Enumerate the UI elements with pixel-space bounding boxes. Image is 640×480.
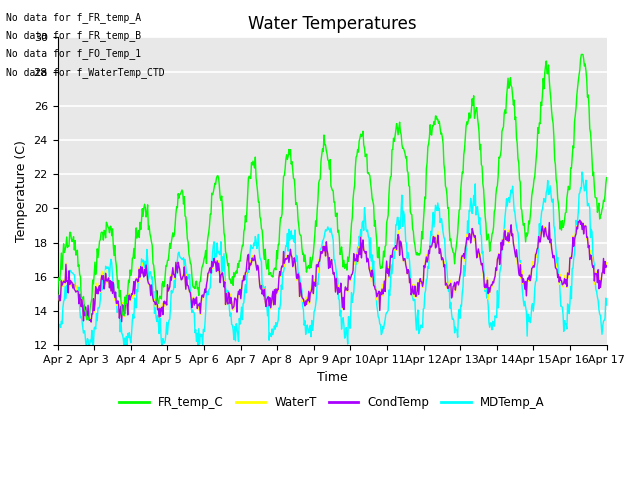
WaterT xyxy=(205,266,213,272)
FR_temp_C xyxy=(399,145,407,151)
FR_temp_C xyxy=(205,223,213,228)
Line: WaterT: WaterT xyxy=(58,221,607,322)
MDTemp_A xyxy=(54,325,61,331)
WaterT xyxy=(177,269,184,275)
FR_temp_C xyxy=(83,317,90,323)
MDTemp_A xyxy=(177,255,184,261)
WaterT xyxy=(576,218,584,224)
MDTemp_A xyxy=(399,208,407,214)
X-axis label: Time: Time xyxy=(317,371,348,384)
Line: CondTemp: CondTemp xyxy=(58,220,607,322)
Legend: FR_temp_C, WaterT, CondTemp, MDTemp_A: FR_temp_C, WaterT, CondTemp, MDTemp_A xyxy=(115,391,550,414)
CondTemp xyxy=(121,311,129,316)
FR_temp_C xyxy=(54,295,61,301)
FR_temp_C xyxy=(121,294,129,300)
CondTemp xyxy=(603,263,611,268)
Text: No data for f_FO_Temp_1: No data for f_FO_Temp_1 xyxy=(6,48,141,60)
Title: Water Temperatures: Water Temperatures xyxy=(248,15,417,33)
MDTemp_A xyxy=(579,169,586,175)
Y-axis label: Temperature (C): Temperature (C) xyxy=(15,141,28,242)
FR_temp_C xyxy=(603,175,611,180)
MDTemp_A xyxy=(205,286,213,292)
Text: No data for f_FR_temp_A: No data for f_FR_temp_A xyxy=(6,12,141,23)
CondTemp xyxy=(399,258,407,264)
FR_temp_C xyxy=(63,245,71,251)
MDTemp_A xyxy=(415,329,423,335)
MDTemp_A xyxy=(121,335,129,341)
WaterT xyxy=(87,319,95,325)
WaterT xyxy=(63,277,71,283)
WaterT xyxy=(399,259,407,264)
Line: FR_temp_C: FR_temp_C xyxy=(58,54,607,320)
Text: No data for f_FR_temp_B: No data for f_FR_temp_B xyxy=(6,30,141,41)
CondTemp xyxy=(63,278,71,284)
WaterT xyxy=(603,260,611,265)
FR_temp_C xyxy=(177,191,184,197)
MDTemp_A xyxy=(63,287,71,292)
WaterT xyxy=(121,311,129,317)
CondTemp xyxy=(177,273,184,279)
FR_temp_C xyxy=(577,51,585,57)
CondTemp xyxy=(87,319,95,325)
CondTemp xyxy=(576,217,584,223)
WaterT xyxy=(415,280,423,286)
MDTemp_A xyxy=(603,302,611,308)
Line: MDTemp_A: MDTemp_A xyxy=(58,172,607,346)
Text: No data for f_WaterTemp_CTD: No data for f_WaterTemp_CTD xyxy=(6,67,165,78)
CondTemp xyxy=(205,267,213,273)
WaterT xyxy=(54,298,61,304)
FR_temp_C xyxy=(415,252,423,258)
MDTemp_A xyxy=(83,343,90,348)
CondTemp xyxy=(54,298,61,303)
CondTemp xyxy=(415,280,423,286)
